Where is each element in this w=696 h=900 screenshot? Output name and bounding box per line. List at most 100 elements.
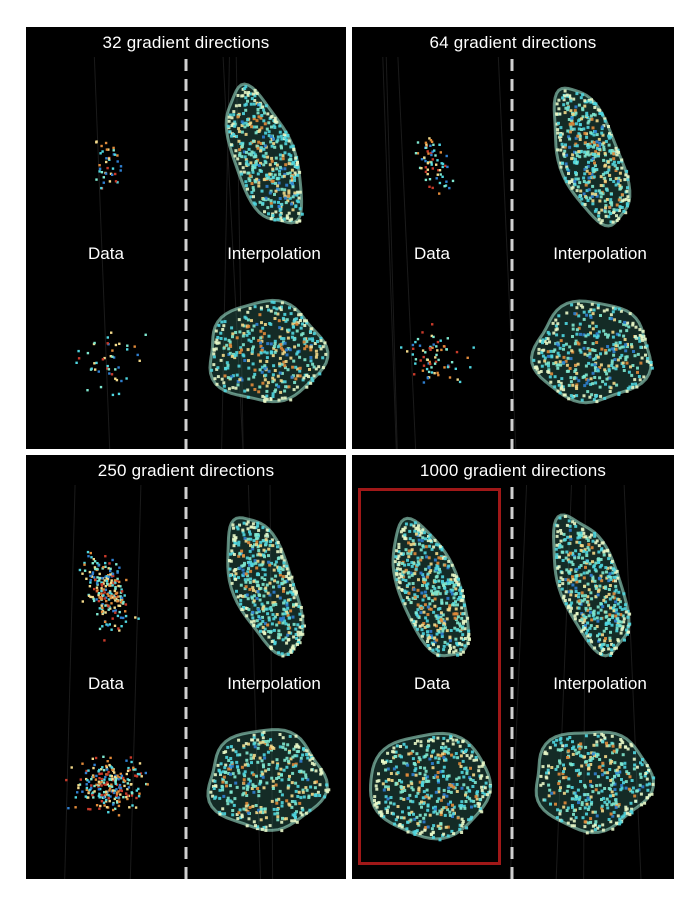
surface-glyph <box>606 170 609 174</box>
surface-glyph <box>422 577 426 581</box>
surface-glyph <box>619 631 623 635</box>
surface-glyph <box>549 802 552 806</box>
surface-glyph <box>276 312 280 316</box>
surface-glyph <box>620 815 624 819</box>
data-point <box>127 786 131 789</box>
surface-glyph <box>565 523 569 527</box>
surface-glyph <box>437 620 441 624</box>
data-point <box>92 576 96 579</box>
surface-glyph <box>577 768 580 772</box>
surface-glyph <box>267 130 271 134</box>
surface-glyph <box>597 214 601 218</box>
surface-glyph <box>623 338 627 341</box>
surface-glyph <box>569 124 573 128</box>
data-point <box>93 763 96 767</box>
surface-glyph <box>615 364 619 368</box>
surface-glyph <box>277 797 281 801</box>
surface-glyph <box>398 823 402 826</box>
data-point <box>108 799 111 803</box>
surface-glyph <box>614 344 618 347</box>
surface-glyph <box>304 319 308 323</box>
data-point <box>438 169 442 172</box>
surface-glyph <box>382 815 386 819</box>
data-point <box>134 774 137 777</box>
data-point <box>100 587 103 590</box>
surface-glyph <box>570 786 574 789</box>
surface-glyph <box>621 741 625 745</box>
data-point <box>419 359 422 362</box>
surface-glyph <box>433 623 437 627</box>
surface-glyph <box>537 347 541 351</box>
data-point <box>416 337 420 341</box>
surface-glyph <box>269 189 273 193</box>
surface-glyph <box>579 573 583 577</box>
surface-glyph <box>593 810 597 814</box>
surface-glyph <box>448 635 452 639</box>
surface-glyph <box>420 628 424 632</box>
data-point <box>118 786 121 789</box>
surface-glyph <box>420 531 423 535</box>
surface-glyph <box>593 161 596 165</box>
surface-glyph <box>586 793 590 796</box>
surface-glyph <box>308 808 312 812</box>
data-point <box>100 793 103 797</box>
surface-glyph <box>268 607 272 611</box>
surface-glyph <box>594 561 598 565</box>
data-point <box>87 807 90 811</box>
surface-glyph <box>434 580 438 584</box>
surface-glyph <box>569 593 573 597</box>
surface-glyph <box>600 191 604 195</box>
surface-glyph <box>596 108 600 112</box>
surface-glyph <box>442 555 446 559</box>
surface-glyph <box>618 770 622 774</box>
surface-glyph <box>607 210 611 214</box>
surface-glyph <box>613 604 617 607</box>
surface-glyph <box>599 617 603 621</box>
surface-glyph <box>608 149 612 153</box>
interpolation-label: Interpolation <box>227 244 321 263</box>
surface-glyph <box>275 120 279 124</box>
surface-glyph <box>285 318 289 322</box>
surface-glyph <box>626 177 630 181</box>
surface-glyph <box>563 111 567 115</box>
surface-glyph <box>617 590 621 594</box>
data-point <box>98 572 101 576</box>
data-point <box>127 766 130 770</box>
surface-glyph <box>567 369 570 373</box>
surface-glyph <box>594 150 598 154</box>
surface-glyph <box>425 788 429 792</box>
surface-glyph <box>442 623 445 627</box>
surface-glyph <box>610 642 614 646</box>
surface-glyph <box>641 329 645 333</box>
surface-glyph <box>611 616 615 620</box>
surface-glyph <box>273 615 277 619</box>
surface-glyph <box>438 545 442 549</box>
data-point <box>109 573 112 576</box>
surface-glyph <box>594 208 598 212</box>
surface-glyph <box>278 213 282 217</box>
surface-glyph <box>577 592 581 595</box>
surface-glyph <box>287 778 291 781</box>
surface-glyph <box>558 789 562 792</box>
surface-glyph <box>601 740 605 744</box>
surface-glyph <box>409 571 413 575</box>
surface-glyph <box>617 307 621 311</box>
surface-glyph <box>587 767 590 771</box>
surface-glyph <box>610 559 614 563</box>
data-point <box>106 592 109 596</box>
surface-glyph <box>605 614 609 618</box>
surface-glyph <box>442 756 446 760</box>
surface-glyph <box>442 832 446 836</box>
data-point <box>98 627 102 631</box>
surface-glyph <box>599 643 603 647</box>
surface-glyph <box>245 787 249 791</box>
surface-glyph <box>251 586 255 590</box>
surface-glyph <box>562 152 566 156</box>
surface-glyph <box>382 788 386 792</box>
surface-glyph <box>584 364 588 368</box>
data-point <box>126 778 129 781</box>
surface-glyph <box>427 535 430 538</box>
surface-glyph <box>612 592 616 596</box>
surface-glyph <box>575 567 579 571</box>
surface-glyph <box>593 733 597 736</box>
